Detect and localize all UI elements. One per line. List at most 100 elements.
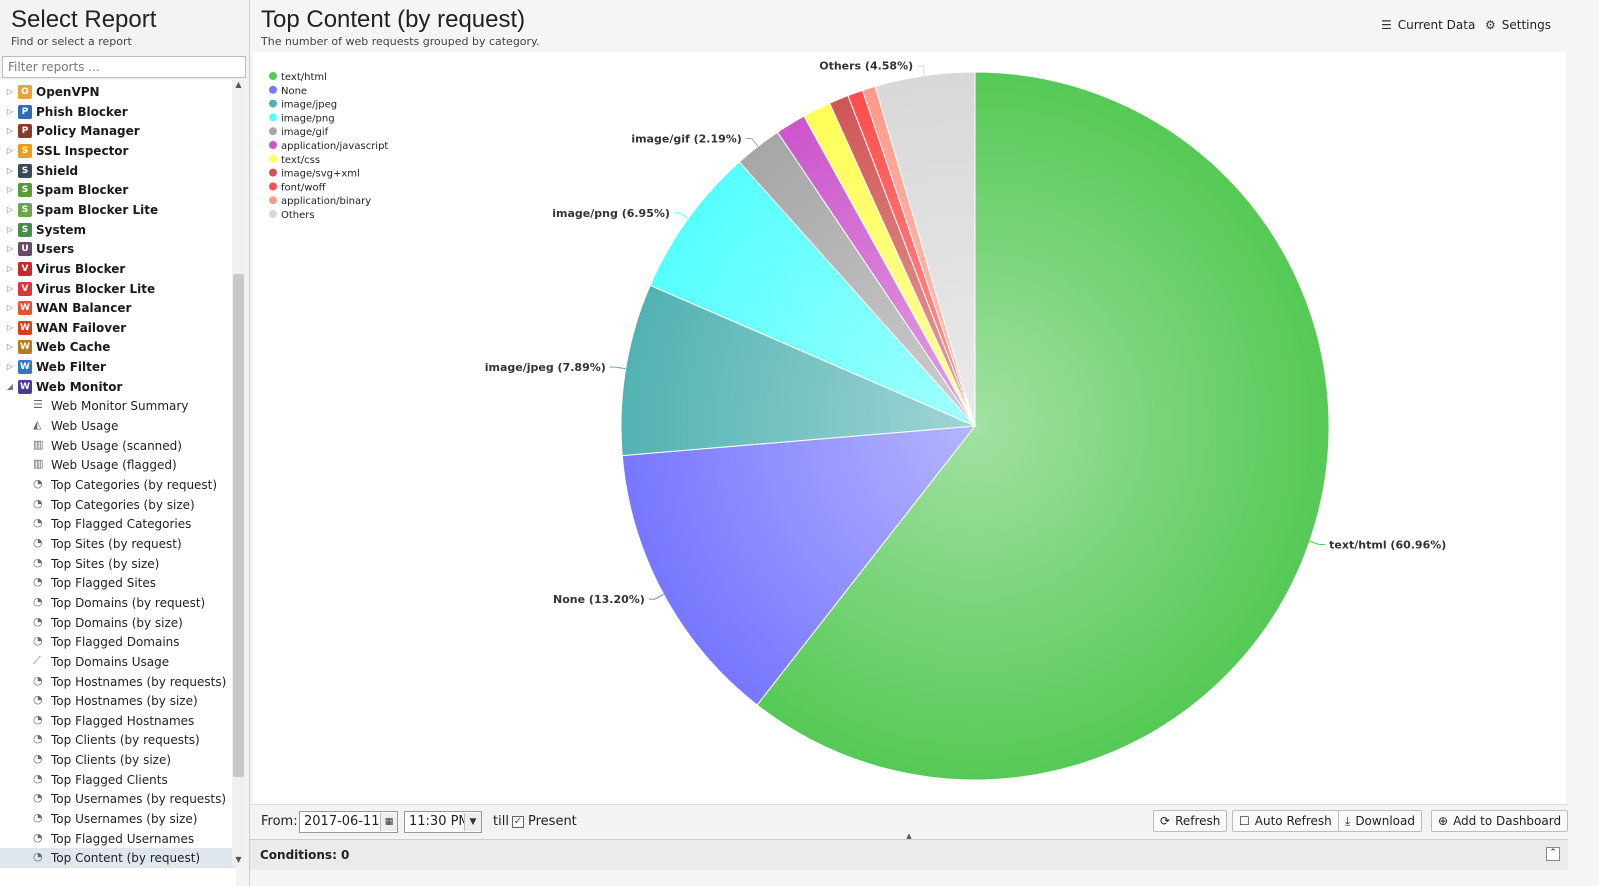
tree-item-virus-blocker[interactable]: ▷ V Virus Blocker — [0, 259, 236, 279]
tree-item-web-filter[interactable]: ▷ W Web Filter — [0, 357, 236, 377]
bar-chart-icon: ▥ — [33, 437, 44, 451]
collapsed-arrow-icon[interactable]: ▷ — [6, 126, 14, 136]
report-item-top-domains-usage[interactable]: ⟋ Top Domains Usage — [0, 652, 236, 672]
report-item-top-sites-by-request[interactable]: ◔ Top Sites (by request) — [0, 534, 236, 554]
current-data-button[interactable]: ☰ Current Data — [1381, 18, 1475, 32]
scroll-up-arrow-icon[interactable]: ▲ — [235, 80, 242, 89]
report-item-top-domains-by-size[interactable]: ◔ Top Domains (by size) — [0, 613, 236, 633]
collapsed-arrow-icon[interactable]: ▷ — [6, 263, 14, 273]
sidebar-scrollbar-thumb[interactable] — [233, 274, 244, 777]
tree-item-wan-balancer[interactable]: ▷ W WAN Balancer — [0, 298, 236, 318]
expanded-arrow-icon[interactable]: ◢ — [6, 381, 14, 391]
tree-item-virus-blocker-lite[interactable]: ▷ V Virus Blocker Lite — [0, 279, 236, 299]
report-item-top-usernames-by-size[interactable]: ◔ Top Usernames (by size) — [0, 809, 236, 829]
pie-slice-image-jpeg[interactable] — [620, 284, 976, 457]
report-item-top-content-by-request[interactable]: ◔ Top Content (by request) — [0, 848, 236, 869]
report-item-label: Web Usage (flagged) — [51, 458, 177, 473]
legend-item-none[interactable]: None — [269, 85, 307, 97]
expand-conditions-icon[interactable]: ⌃ — [1546, 847, 1560, 861]
splitter-handle-icon[interactable]: ▲ — [906, 832, 912, 840]
legend-item-image-svg-xml[interactable]: image/svg+xml — [269, 168, 360, 180]
spam-blocker-lite-icon: S — [18, 202, 32, 217]
collapsed-arrow-icon[interactable]: ▷ — [6, 204, 14, 214]
report-item-top-hostnames-by-size[interactable]: ◔ Top Hostnames (by size) — [0, 691, 236, 711]
add-to-dashboard-button[interactable]: ⊕ Add to Dashboard — [1431, 810, 1569, 832]
report-item-top-flagged-usernames[interactable]: ◔ Top Flagged Usernames — [0, 829, 236, 849]
tree-item-phish-blocker[interactable]: ▷ P Phish Blocker — [0, 102, 236, 122]
collapsed-arrow-icon[interactable]: ▷ — [6, 165, 14, 175]
legend-item-application-binary[interactable]: application/binary — [269, 196, 371, 207]
collapsed-arrow-icon[interactable]: ▷ — [6, 283, 14, 293]
report-item-top-clients-by-requests[interactable]: ◔ Top Clients (by requests) — [0, 730, 236, 750]
present-checkbox[interactable]: ✓ — [512, 816, 524, 828]
report-item-top-categories-by-request[interactable]: ◔ Top Categories (by request) — [0, 475, 236, 495]
legend-item-text-css[interactable]: text/css — [269, 154, 320, 166]
from-date-field[interactable]: 2017-06-11 ▦ — [299, 811, 398, 833]
report-item-top-flagged-hostnames[interactable]: ◔ Top Flagged Hostnames — [0, 711, 236, 731]
line-chart-icon: ⟋ — [33, 653, 41, 667]
report-item-top-clients-by-size[interactable]: ◔ Top Clients (by size) — [0, 750, 236, 770]
pie-slice-others[interactable] — [874, 71, 976, 427]
legend-item-others[interactable]: Others — [269, 210, 315, 221]
tree-item-policy-manager[interactable]: ▷ P Policy Manager — [0, 121, 236, 141]
data-label-text-html: text/html (60.96%) — [1329, 538, 1446, 551]
report-item-top-domains-by-request[interactable]: ◔ Top Domains (by request) — [0, 593, 236, 613]
calendar-icon[interactable]: ▦ — [380, 813, 397, 831]
collapsed-arrow-icon[interactable]: ▷ — [6, 342, 14, 352]
report-item-top-flagged-clients[interactable]: ◔ Top Flagged Clients — [0, 770, 236, 790]
report-selector-panel: Select Report Find or select a report ▷ O… — [0, 0, 250, 886]
legend-item-text-html[interactable]: text/html — [269, 72, 327, 83]
collapsed-arrow-icon[interactable]: ▷ — [6, 244, 14, 254]
tree-item-web-cache[interactable]: ▷ W Web Cache — [0, 337, 236, 357]
auto-refresh-button[interactable]: ☐ Auto Refresh — [1232, 810, 1339, 832]
collapsed-arrow-icon[interactable]: ▷ — [6, 185, 14, 195]
tree-item-ssl-inspector[interactable]: ▷ S SSL Inspector — [0, 141, 236, 161]
report-item-top-flagged-categories[interactable]: ◔ Top Flagged Categories — [0, 514, 236, 534]
tree-item-users[interactable]: ▷ U Users — [0, 239, 236, 259]
tree-item-spam-blocker-lite[interactable]: ▷ S Spam Blocker Lite — [0, 200, 236, 220]
legend-item-image-gif[interactable]: image/gif — [269, 127, 329, 138]
legend-item-font-woff[interactable]: font/woff — [269, 182, 327, 193]
collapsed-arrow-icon[interactable]: ▷ — [6, 322, 14, 332]
report-item-label: Top Flagged Usernames — [51, 831, 195, 846]
report-item-label: Top Flagged Hostnames — [51, 713, 195, 728]
settings-button[interactable]: ⚙ Settings — [1485, 18, 1551, 32]
download-button[interactable]: ⤓ Download — [1338, 810, 1422, 832]
report-item-web-usage-scanned[interactable]: ▥ Web Usage (scanned) — [0, 436, 236, 456]
tree-item-wan-failover[interactable]: ▷ W WAN Failover — [0, 318, 236, 338]
report-item-top-usernames-by-requests[interactable]: ◔ Top Usernames (by requests) — [0, 789, 236, 809]
tree-item-label: Web Monitor — [36, 379, 123, 394]
from-time-field[interactable]: 11:30 PM ▼ — [404, 811, 482, 833]
report-item-web-usage-flagged[interactable]: ▥ Web Usage (flagged) — [0, 455, 236, 475]
report-item-top-flagged-domains[interactable]: ◔ Top Flagged Domains — [0, 632, 236, 652]
tree-item-shield[interactable]: ▷ S Shield — [0, 161, 236, 181]
report-item-top-sites-by-size[interactable]: ◔ Top Sites (by size) — [0, 554, 236, 574]
legend-item-application-javascript[interactable]: application/javascript — [269, 141, 388, 152]
report-item-web-monitor-summary[interactable]: ☰ Web Monitor Summary — [0, 396, 236, 416]
report-item-web-usage[interactable]: ◭ Web Usage — [0, 416, 236, 436]
collapsed-arrow-icon[interactable]: ▷ — [6, 145, 14, 155]
collapsed-arrow-icon[interactable]: ▷ — [6, 362, 14, 372]
filter-reports-input[interactable] — [2, 56, 246, 78]
web-filter-icon: W — [18, 360, 32, 375]
collapsed-arrow-icon[interactable]: ▷ — [6, 87, 14, 96]
tree-item-openvpn[interactable]: ▷ O OpenVPN — [0, 82, 236, 102]
collapsed-arrow-icon[interactable]: ▷ — [6, 303, 14, 313]
legend-item-image-png[interactable]: image/png — [269, 113, 335, 124]
tree-item-web-monitor[interactable]: ◢ W Web Monitor — [0, 377, 236, 397]
tree-item-spam-blocker[interactable]: ▷ S Spam Blocker — [0, 180, 236, 200]
report-item-top-flagged-sites[interactable]: ◔ Top Flagged Sites — [0, 573, 236, 593]
tree-item-system[interactable]: ▷ S System — [0, 220, 236, 240]
pie-chart-icon: ◔ — [33, 693, 43, 707]
chevron-down-icon[interactable]: ▼ — [464, 813, 481, 831]
report-item-top-hostnames-by-requests[interactable]: ◔ Top Hostnames (by requests) — [0, 672, 236, 692]
refresh-button[interactable]: ⟳ Refresh — [1153, 810, 1228, 832]
pie-slice-none[interactable] — [621, 425, 977, 706]
scroll-down-arrow-icon[interactable]: ▼ — [235, 855, 242, 864]
collapsed-arrow-icon[interactable]: ▷ — [6, 106, 14, 116]
pie-slice-image-png[interactable] — [649, 161, 976, 427]
legend-item-image-jpeg[interactable]: image/jpeg — [269, 99, 337, 111]
report-item-top-categories-by-size[interactable]: ◔ Top Categories (by size) — [0, 495, 236, 515]
conditions-panel[interactable]: Conditions: 0 ⌃ — [250, 839, 1568, 870]
collapsed-arrow-icon[interactable]: ▷ — [6, 224, 14, 234]
